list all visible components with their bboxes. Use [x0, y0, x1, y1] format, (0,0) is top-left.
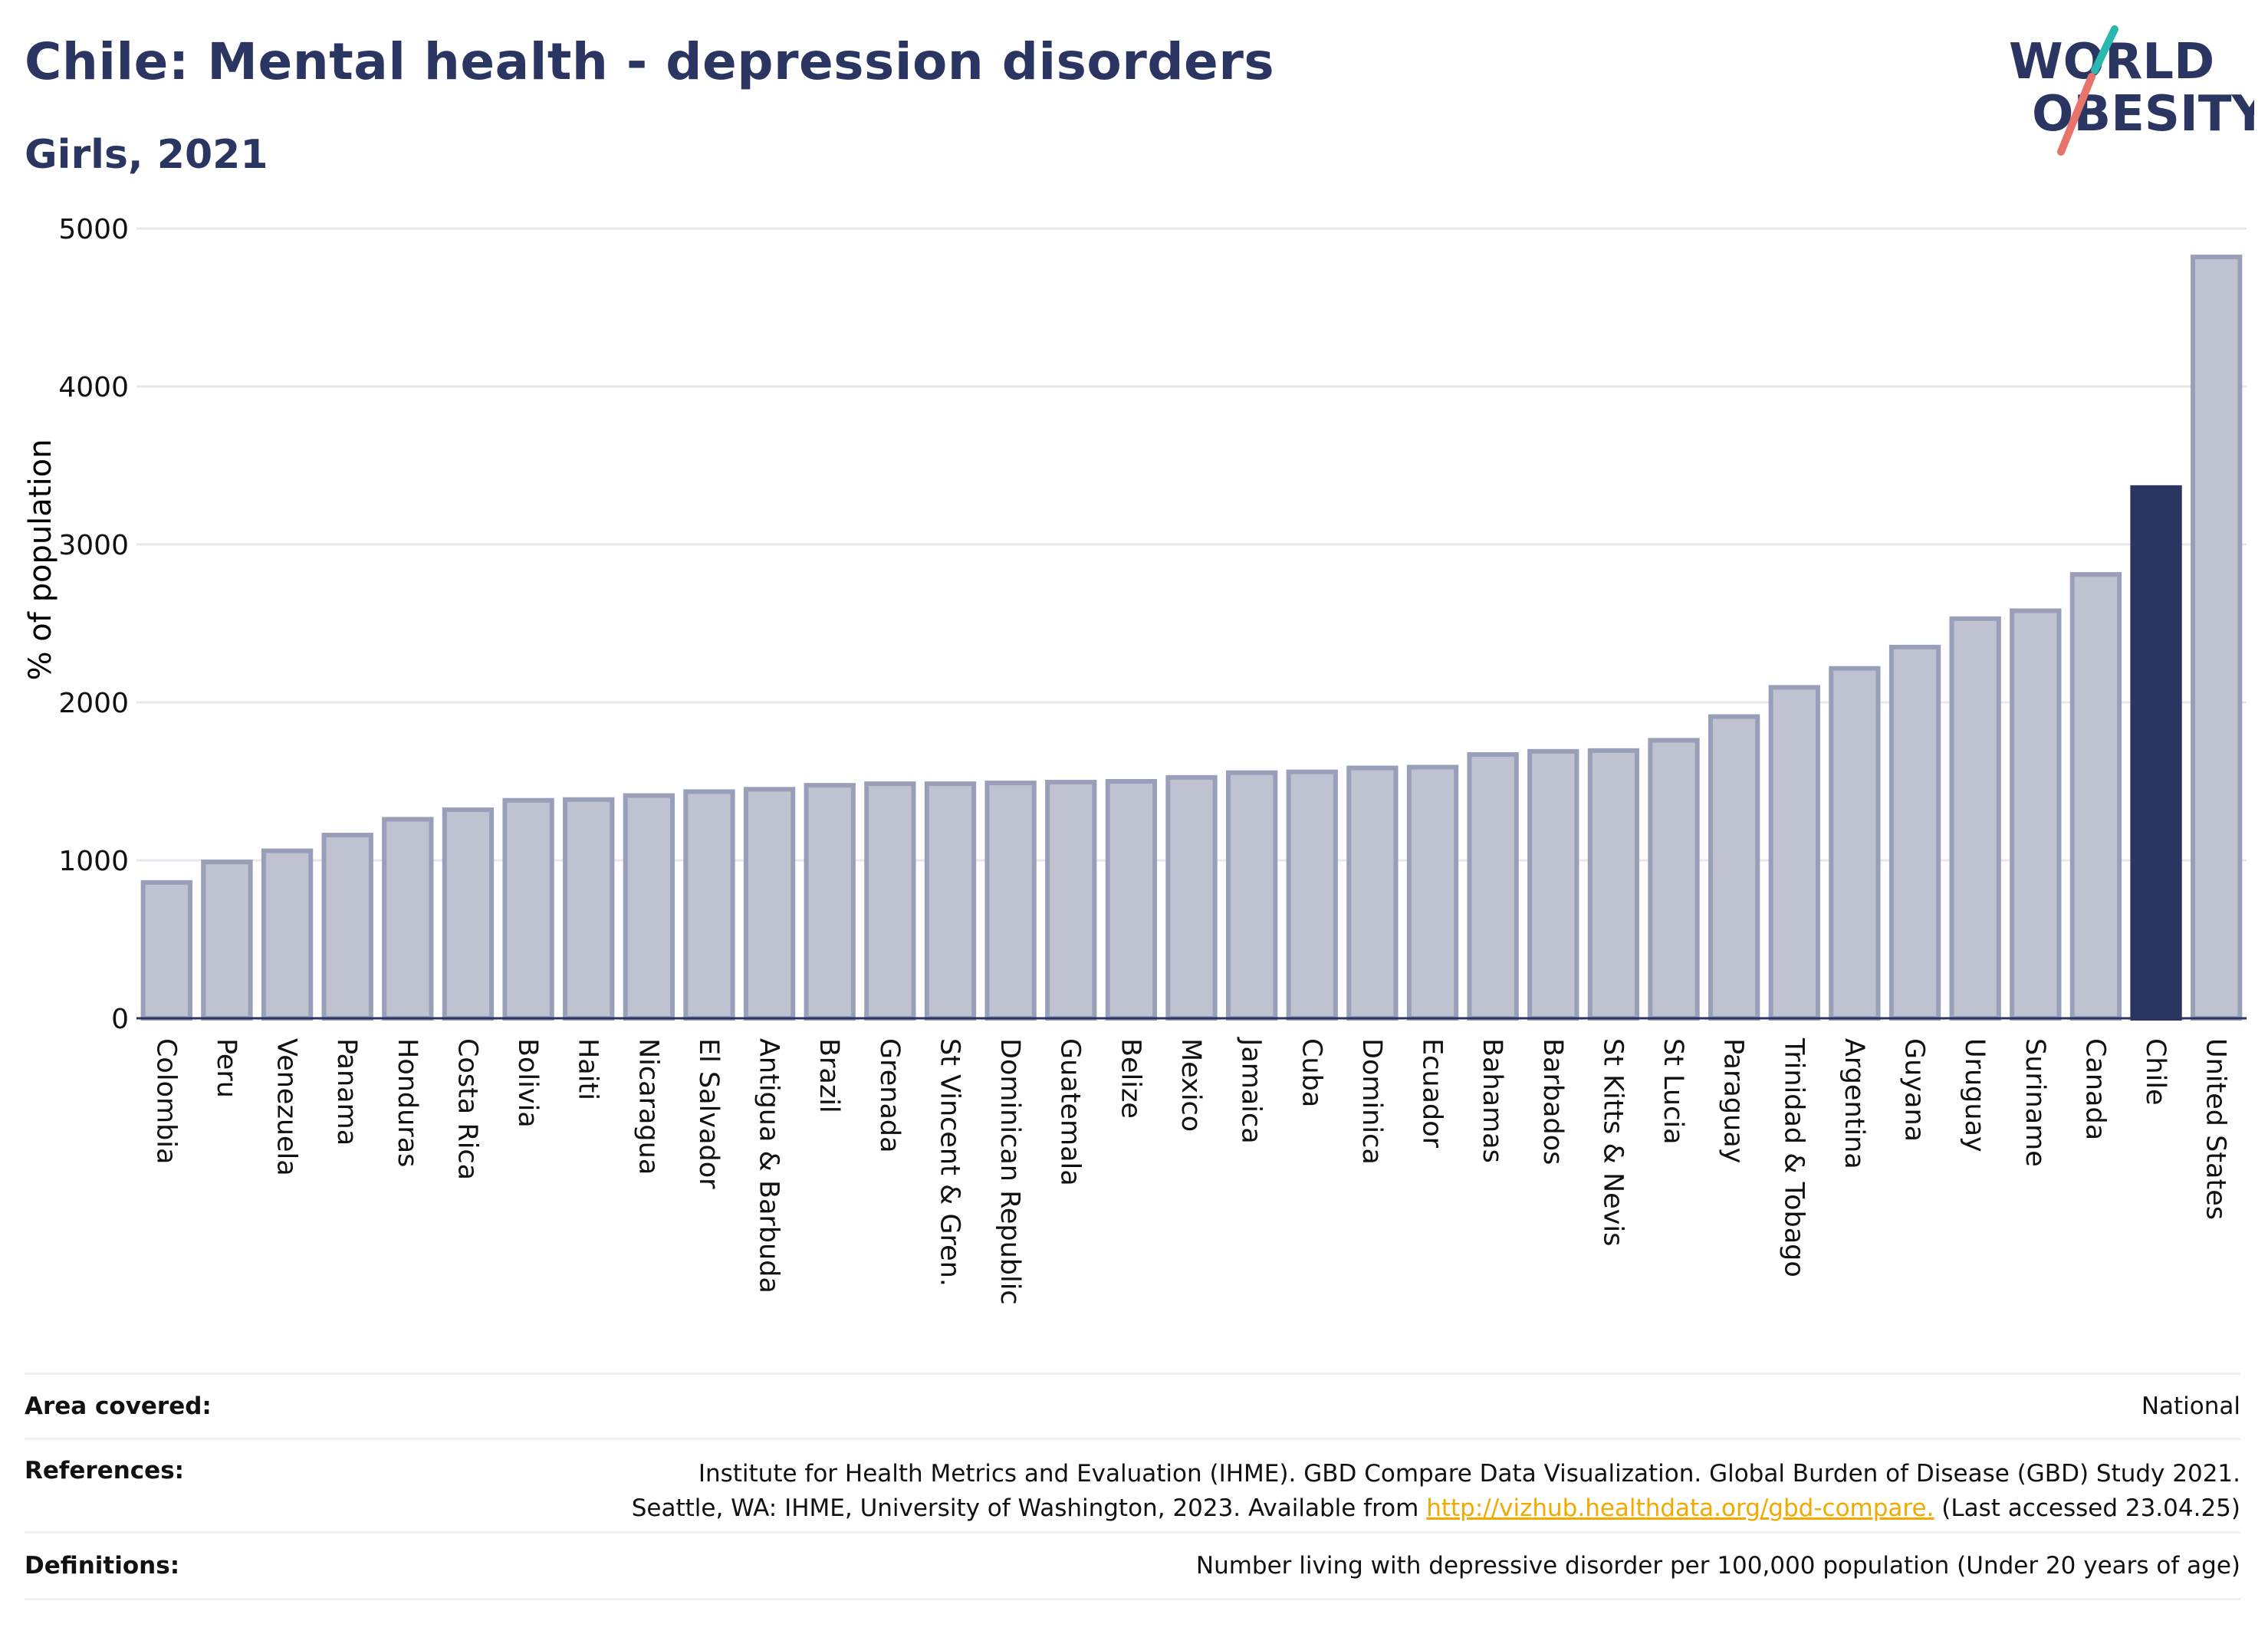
logo-slash-coral	[2057, 73, 2095, 156]
bar	[2191, 255, 2243, 1021]
bar	[2010, 608, 2062, 1021]
x-tick-label: Canada	[2079, 1038, 2110, 1140]
bar	[683, 789, 735, 1021]
bar-chart: 0 1000 2000 3000 4000 5000 Colombia Peru Venezue…	[0, 192, 2268, 1365]
area-value: National	[2141, 1392, 2240, 1420]
area-label: Area covered:	[25, 1392, 212, 1420]
y-tick-label: 4000	[58, 372, 129, 403]
x-tick-label: El Salvador	[693, 1038, 724, 1189]
x-tick-label: Chile	[2140, 1038, 2171, 1106]
x-tick-label: Uruguay	[1959, 1038, 1990, 1152]
footer-row-references: References: Institute for Health Metrics…	[25, 1438, 2240, 1531]
bar	[1406, 764, 1459, 1021]
bar	[924, 781, 977, 1021]
x-tick-label: Argentina	[1839, 1038, 1869, 1169]
bar	[804, 783, 856, 1021]
x-tick-label: Jamaica	[1236, 1037, 1267, 1144]
bar	[984, 781, 1037, 1021]
x-tick-label: Barbados	[1537, 1038, 1568, 1165]
bar	[2069, 572, 2122, 1021]
x-tick-label: Cuba	[1296, 1038, 1326, 1107]
x-tick-label: Panama	[331, 1038, 362, 1146]
bar	[1105, 779, 1158, 1021]
x-tick-label: Guyana	[1899, 1038, 1930, 1142]
bar	[2130, 485, 2182, 1021]
y-tick-label: 2000	[58, 688, 129, 719]
bar	[382, 817, 434, 1021]
bar	[864, 781, 916, 1021]
bar	[1527, 748, 1579, 1021]
footer-row-definitions: Definitions: Number living with depressi…	[25, 1531, 2240, 1600]
x-tick-label: Grenada	[874, 1038, 905, 1153]
x-tick-label: Bahamas	[1477, 1038, 1507, 1163]
bar	[1045, 780, 1097, 1021]
bar	[1346, 765, 1399, 1021]
bar	[1888, 644, 1941, 1021]
x-tick-label: United States	[2201, 1038, 2231, 1220]
bar	[1165, 774, 1218, 1021]
x-tick-label: Venezuela	[271, 1038, 302, 1176]
y-tick-label: 5000	[58, 214, 129, 245]
x-tick-label: Trinidad & Tobago	[1778, 1037, 1809, 1277]
bar	[1949, 616, 2001, 1021]
bar	[1708, 714, 1760, 1021]
bar	[502, 797, 554, 1021]
x-tick-label: Dominica	[1356, 1038, 1387, 1165]
x-tick-label: Guatemala	[1055, 1038, 1086, 1186]
bar	[261, 848, 314, 1021]
y-tick-label: 1000	[58, 846, 129, 877]
y-tick-label: 3000	[58, 530, 129, 561]
logo-slash-teal	[2091, 25, 2118, 74]
bar	[1829, 666, 1881, 1021]
references-line2-pre: Seattle, WA: IHME, University of Washing…	[631, 1494, 1419, 1522]
x-tick-label: Antigua & Barbuda	[754, 1038, 784, 1294]
references-label: References:	[25, 1457, 185, 1484]
x-tick-label: Mexico	[1175, 1038, 1206, 1132]
bar	[1467, 751, 1519, 1021]
bar	[442, 807, 495, 1021]
x-tick-label: St Kitts & Nevis	[1597, 1038, 1628, 1246]
x-tick-label: Haiti	[573, 1038, 603, 1100]
x-tick-label: Honduras	[392, 1038, 422, 1167]
x-tick-label: Paraguay	[1718, 1038, 1749, 1163]
x-tick-label: Ecuador	[1417, 1038, 1448, 1149]
chart-svg: 0 1000 2000 3000 4000 5000 Colombia Peru Venezue…	[58, 214, 2247, 1305]
bar	[140, 879, 192, 1021]
chart-footer: Area covered: National References: Insti…	[25, 1373, 2240, 1600]
x-tick-label: St Vincent & Gren.	[934, 1038, 965, 1287]
bar	[1286, 769, 1338, 1021]
x-tick-label: Suriname	[2020, 1038, 2050, 1167]
bar	[201, 860, 253, 1021]
x-tick-label: Colombia	[150, 1038, 181, 1164]
x-tick-label: St Lucia	[1658, 1038, 1688, 1145]
bar	[1587, 748, 1640, 1021]
definitions-value: Number living with depressive disorder p…	[1195, 1551, 2240, 1580]
y-axis-label: % of population	[23, 439, 58, 681]
x-tick-label: Bolivia	[512, 1038, 543, 1128]
bar	[563, 797, 615, 1021]
bar	[1225, 770, 1278, 1021]
bar	[321, 833, 373, 1021]
x-tick-label: Belize	[1115, 1038, 1146, 1119]
x-tick-label: Brazil	[814, 1038, 844, 1113]
bar	[1768, 685, 1820, 1021]
references-line1: Institute for Health Metrics and Evaluat…	[698, 1460, 2240, 1488]
footer-row-area: Area covered: National	[25, 1373, 2240, 1438]
chart-subtitle: Girls, 2021	[25, 132, 268, 178]
x-tick-label: Peru	[211, 1038, 242, 1098]
chart-title: Chile: Mental health - depression disord…	[25, 32, 1275, 91]
references-value: Institute for Health Metrics and Evaluat…	[632, 1457, 2240, 1526]
x-tick-label: Costa Rica	[452, 1038, 482, 1180]
x-tick-label: Nicaragua	[633, 1038, 663, 1175]
references-line2-post: (Last accessed 23.04.25)	[1941, 1494, 2240, 1522]
definitions-label: Definitions:	[25, 1552, 180, 1580]
bar	[1648, 738, 1700, 1021]
references-link[interactable]: http://vizhub.healthdata.org/gbd-compare…	[1426, 1494, 1934, 1522]
y-tick-label: 0	[111, 1004, 129, 1035]
world-obesity-logo: WORLD OBESITY	[2001, 23, 2267, 161]
x-tick-label: Dominican Republic	[994, 1038, 1025, 1305]
bar	[623, 793, 675, 1021]
bar	[743, 787, 796, 1021]
